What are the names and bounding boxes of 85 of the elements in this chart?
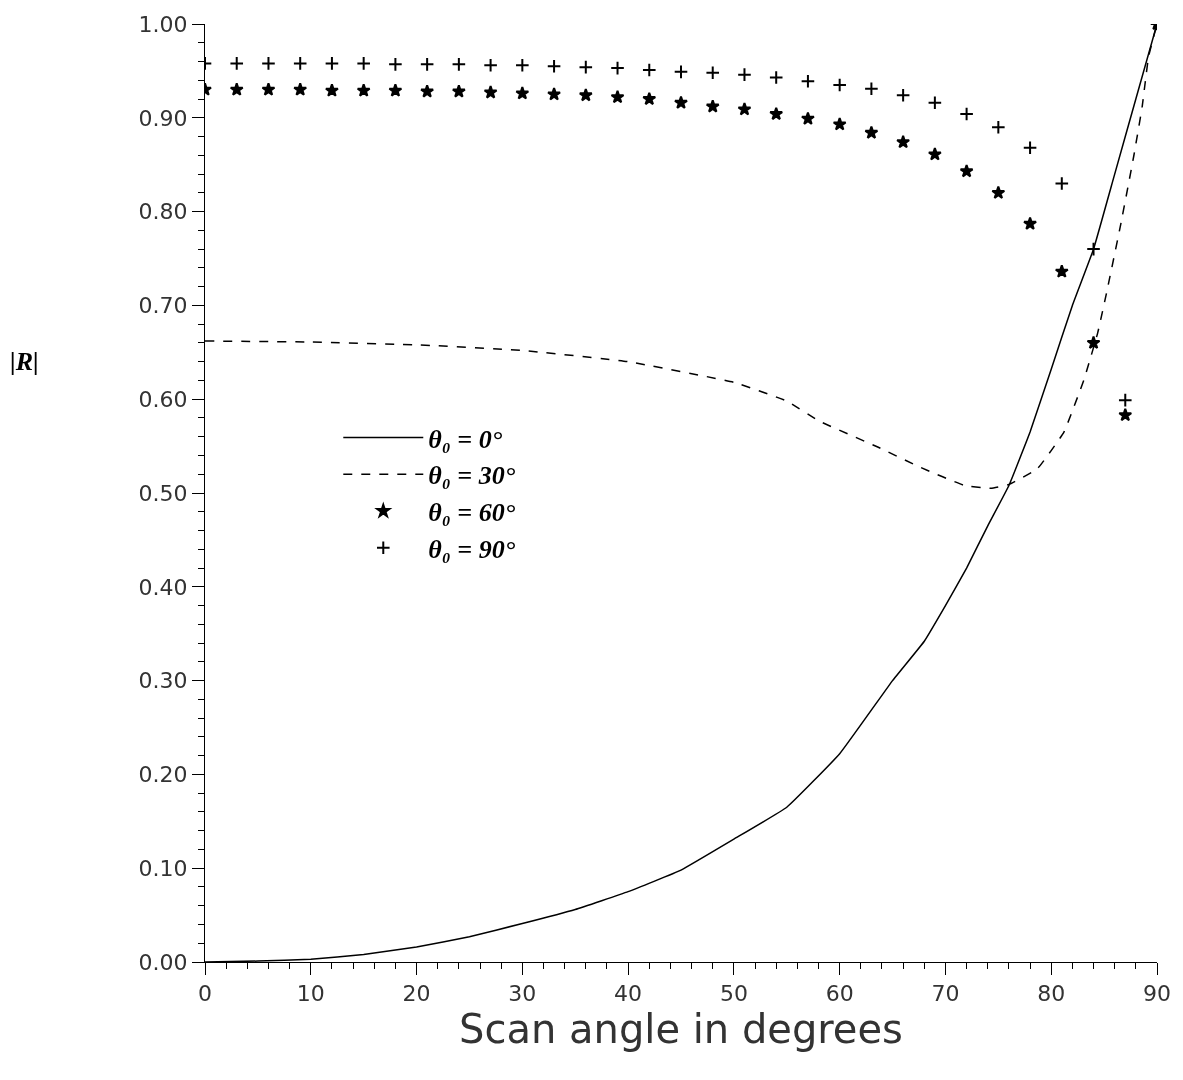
point	[674, 95, 688, 109]
y-axis-title: |R|	[10, 347, 39, 376]
point	[229, 56, 245, 71]
point	[515, 57, 530, 73]
legend-label: θ₀ = 90°	[428, 534, 516, 564]
point	[292, 56, 308, 71]
point	[261, 56, 276, 71]
x-tick-label: 0	[198, 981, 212, 1007]
point	[895, 87, 911, 103]
point	[1086, 335, 1101, 350]
point	[959, 163, 974, 178]
point	[483, 85, 498, 99]
point	[737, 102, 752, 116]
point	[1086, 241, 1101, 257]
point	[1022, 140, 1038, 156]
y-tick-label: 0.80	[138, 199, 188, 225]
y-tick-label: 1.00	[138, 11, 188, 37]
point	[420, 84, 435, 98]
point	[768, 70, 784, 85]
y-tick-label: 0.50	[138, 480, 188, 506]
point	[832, 77, 847, 93]
point	[769, 106, 784, 121]
x-axis-title: Scan angle in degrees	[459, 1006, 903, 1053]
point	[388, 57, 403, 72]
point	[896, 134, 911, 149]
x-tick-label: 10	[296, 981, 325, 1007]
x-tick-label: 50	[719, 981, 748, 1007]
point	[1117, 392, 1133, 408]
y-tick-label: 0.90	[138, 105, 188, 131]
point	[959, 106, 974, 122]
legend-label: θ₀ = 60°	[428, 498, 516, 528]
point	[546, 58, 562, 74]
y-tick-label: 0.70	[138, 293, 188, 319]
point	[293, 82, 308, 96]
point	[641, 62, 657, 78]
x-tick-label: 80	[1037, 981, 1066, 1007]
point	[388, 83, 403, 97]
x-tick-label: 90	[1143, 981, 1171, 1007]
x-tick-label: 60	[825, 981, 854, 1007]
point	[1023, 216, 1038, 230]
point	[737, 67, 752, 82]
y-tick-label: 0.60	[138, 386, 188, 412]
y-tick-label: 0.00	[138, 949, 188, 975]
point	[800, 111, 815, 125]
y-tick-label: 0.10	[138, 855, 188, 881]
point	[610, 60, 625, 76]
x-tick-label: 30	[508, 981, 537, 1007]
point	[324, 83, 339, 97]
legend-label: θ₀ = 0°	[428, 424, 503, 454]
point	[705, 65, 721, 81]
x-tick-label: 40	[614, 981, 643, 1007]
point	[261, 82, 276, 96]
point	[673, 64, 689, 80]
point	[800, 73, 816, 89]
point	[832, 117, 847, 131]
legend-label: θ₀ = 30°	[428, 461, 516, 491]
x-tick-label: 20	[402, 981, 431, 1007]
y-tick-label: 0.20	[138, 762, 188, 788]
point	[1118, 407, 1133, 422]
point	[356, 56, 371, 71]
point	[547, 87, 562, 101]
y-tick-label: 0.40	[138, 574, 188, 600]
point	[451, 57, 467, 72]
point	[642, 91, 657, 106]
point	[864, 81, 879, 97]
point	[864, 125, 879, 139]
point	[1054, 264, 1069, 278]
point	[1054, 176, 1070, 191]
point	[927, 147, 942, 161]
point	[991, 119, 1006, 135]
point	[356, 83, 371, 97]
point	[324, 56, 340, 71]
y-tick-label: 0.30	[138, 668, 188, 694]
point	[515, 86, 530, 100]
point	[451, 84, 466, 98]
point	[578, 59, 594, 75]
x-tick-label: 70	[931, 981, 960, 1007]
point	[419, 57, 435, 72]
point	[483, 57, 498, 73]
point	[927, 95, 943, 111]
point	[705, 99, 720, 113]
point	[229, 82, 244, 96]
point	[991, 185, 1006, 199]
point	[610, 89, 625, 104]
point	[578, 87, 593, 102]
